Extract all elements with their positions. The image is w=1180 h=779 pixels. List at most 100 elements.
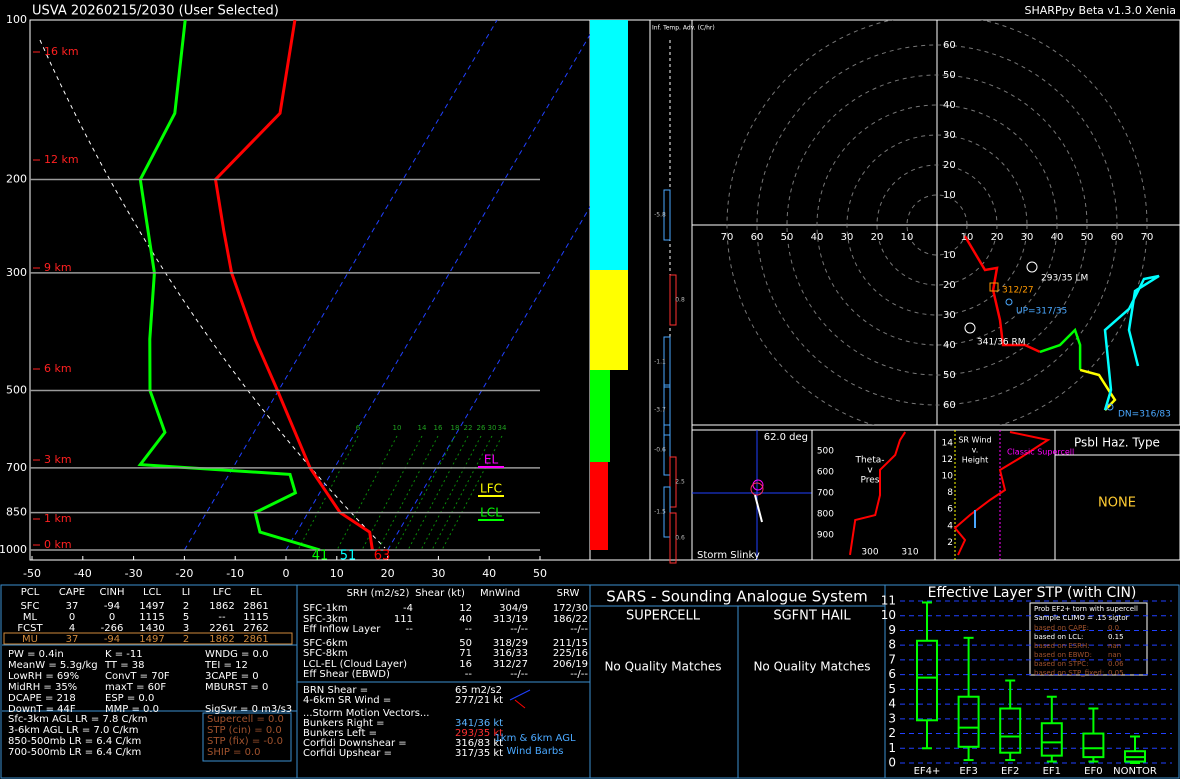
pressure-tick-label: 200 xyxy=(6,173,27,186)
stp-tick-label: 7 xyxy=(888,652,896,666)
srwind-tick-label: 6 xyxy=(947,505,953,515)
sars-result: No Quality Matches xyxy=(604,660,721,674)
mixing-ratio-label: 18 xyxy=(451,424,460,432)
stp-info-label: based on STP_fixed: xyxy=(1034,669,1104,677)
stp-info-label: based on LCL: xyxy=(1034,633,1083,641)
kin-cell: 304/9 xyxy=(499,603,528,614)
thetae-p-label: 600 xyxy=(817,468,834,478)
stp-info-value: nan xyxy=(1108,651,1121,659)
srwind-tick-label: 10 xyxy=(942,472,954,482)
slinky-vector xyxy=(754,494,763,523)
composite: Supercell = 0.0 xyxy=(207,714,284,725)
adv-value: -3.7 xyxy=(654,407,666,414)
parcel-cell: 2 xyxy=(183,634,189,645)
clip-group xyxy=(849,431,907,556)
hodo-trace xyxy=(1103,274,1160,411)
kin-label: Corfidi Downshear = xyxy=(303,738,407,749)
sars-header: SUPERCELL xyxy=(626,609,701,624)
adv-bar xyxy=(663,336,671,388)
mixing-ratio-label: 10 xyxy=(393,424,402,432)
index: maxT = 60F xyxy=(105,682,166,693)
temperature-tick-label: 50 xyxy=(533,567,547,580)
stp-info-box xyxy=(1029,602,1148,676)
kin-cell: -- xyxy=(465,624,473,635)
kin-cell: -4 xyxy=(403,603,413,614)
adv-bar xyxy=(663,424,671,476)
thetae-x-label: 310 xyxy=(901,548,918,558)
hodo-ring-label: 70 xyxy=(1141,232,1154,243)
isotherm xyxy=(285,33,590,551)
hodo-ring xyxy=(726,20,1148,425)
srwind-title: SR Wind xyxy=(958,436,991,445)
parcel-cell: 2 xyxy=(183,601,189,612)
stp-info-value: 0.0 xyxy=(1108,624,1119,632)
pressure-tick-label: 850 xyxy=(6,506,27,519)
hodo-annotation: DN=316/83 xyxy=(1118,410,1171,420)
adv-band xyxy=(590,20,628,270)
kin-cell: SFC-3km xyxy=(303,614,348,625)
hodo-ring-label: 30 xyxy=(943,130,956,141)
parcel-cell: 37 xyxy=(66,601,79,612)
parcel-cell: -94 xyxy=(104,601,120,612)
level-label: LFC xyxy=(480,482,502,496)
hodo-ring-label: 40 xyxy=(943,340,956,351)
height-label: 6 km xyxy=(44,362,72,375)
version: SHARPpy Beta v1.3.0 Xenia xyxy=(1025,4,1176,17)
hodo-ring xyxy=(816,104,1058,346)
temperature-tick-label: -40 xyxy=(74,567,92,580)
parcel-cell: 1862 xyxy=(209,634,234,645)
kin-cell: 186/22 xyxy=(553,614,588,625)
hodo-ring-label: 70 xyxy=(721,232,734,243)
slinky-title: Storm Slinky xyxy=(697,550,760,561)
adv-bar xyxy=(669,456,677,508)
kin-cell: 313/19 xyxy=(493,614,528,625)
stp-tick-label: 9 xyxy=(888,623,896,637)
stp-title: Effective Layer STP (with CIN) xyxy=(928,585,1137,601)
srwind-tick-label: 4 xyxy=(947,521,953,531)
hodo-trace xyxy=(963,235,1041,354)
index: DCAPE = 218 xyxy=(8,693,76,704)
index: PW = 0.4in xyxy=(8,649,64,660)
mixing-ratio-line xyxy=(441,435,503,551)
hodo-ring-label: 30 xyxy=(841,232,854,243)
pressure-tick-label: 700 xyxy=(6,461,27,474)
hodo-ring-label: 40 xyxy=(943,100,956,111)
index: WNDG = 0.0 xyxy=(205,649,268,660)
kin-cell: 312/27 xyxy=(493,659,528,670)
stp-tick-label: 10 xyxy=(881,608,896,622)
parcel-cell: 1115 xyxy=(243,612,268,623)
stp-tick-label: 0 xyxy=(888,756,896,770)
surface-value: 63 xyxy=(374,549,391,564)
kin-cell: 206/19 xyxy=(553,659,588,670)
hodo-ring-label: 10 xyxy=(961,232,974,243)
mixing-ratio-line xyxy=(297,435,359,551)
hodo-ring-label: 40 xyxy=(811,232,824,243)
stp-info-label: based on ESRH: xyxy=(1034,642,1090,650)
parcel-cell: 2861 xyxy=(243,601,268,612)
parcel-cell: FCST xyxy=(17,623,43,634)
parcel-cell: 2861 xyxy=(243,634,268,645)
sars-result: No Quality Matches xyxy=(753,660,870,674)
index: TEI = 12 xyxy=(204,660,248,671)
kin-cell: -- xyxy=(465,669,473,680)
mixing-ratio-line xyxy=(394,435,456,551)
stp-info-title: Sample CLIMO = .15 sigtor xyxy=(1034,614,1129,622)
isotherm xyxy=(183,20,498,551)
stp-info-value: 0.05 xyxy=(1108,669,1124,677)
index: MidRH = 35% xyxy=(8,682,77,693)
kin-cell: 225/16 xyxy=(553,648,588,659)
parcel-cell: 1497 xyxy=(139,601,164,612)
stp-category: EF1 xyxy=(1043,766,1061,777)
kin-cell: SFC-6km xyxy=(303,638,348,649)
temperature-tick-label: -50 xyxy=(23,567,41,580)
kin-cell: --/-- xyxy=(570,669,588,680)
pressure-tick-label: 300 xyxy=(6,266,27,279)
composite: STP (cin) = 0.0 xyxy=(207,725,282,736)
hodo-ring-label: 50 xyxy=(781,232,794,243)
parcel-cell: 2261 xyxy=(209,623,234,634)
kin-label: Bunkers Left = xyxy=(303,728,377,739)
level-label: EL xyxy=(484,453,499,467)
parcel-cell: 1115 xyxy=(139,612,164,623)
kin-header: Shear (kt) xyxy=(415,588,465,599)
temperature-tick-label: 10 xyxy=(330,567,344,580)
